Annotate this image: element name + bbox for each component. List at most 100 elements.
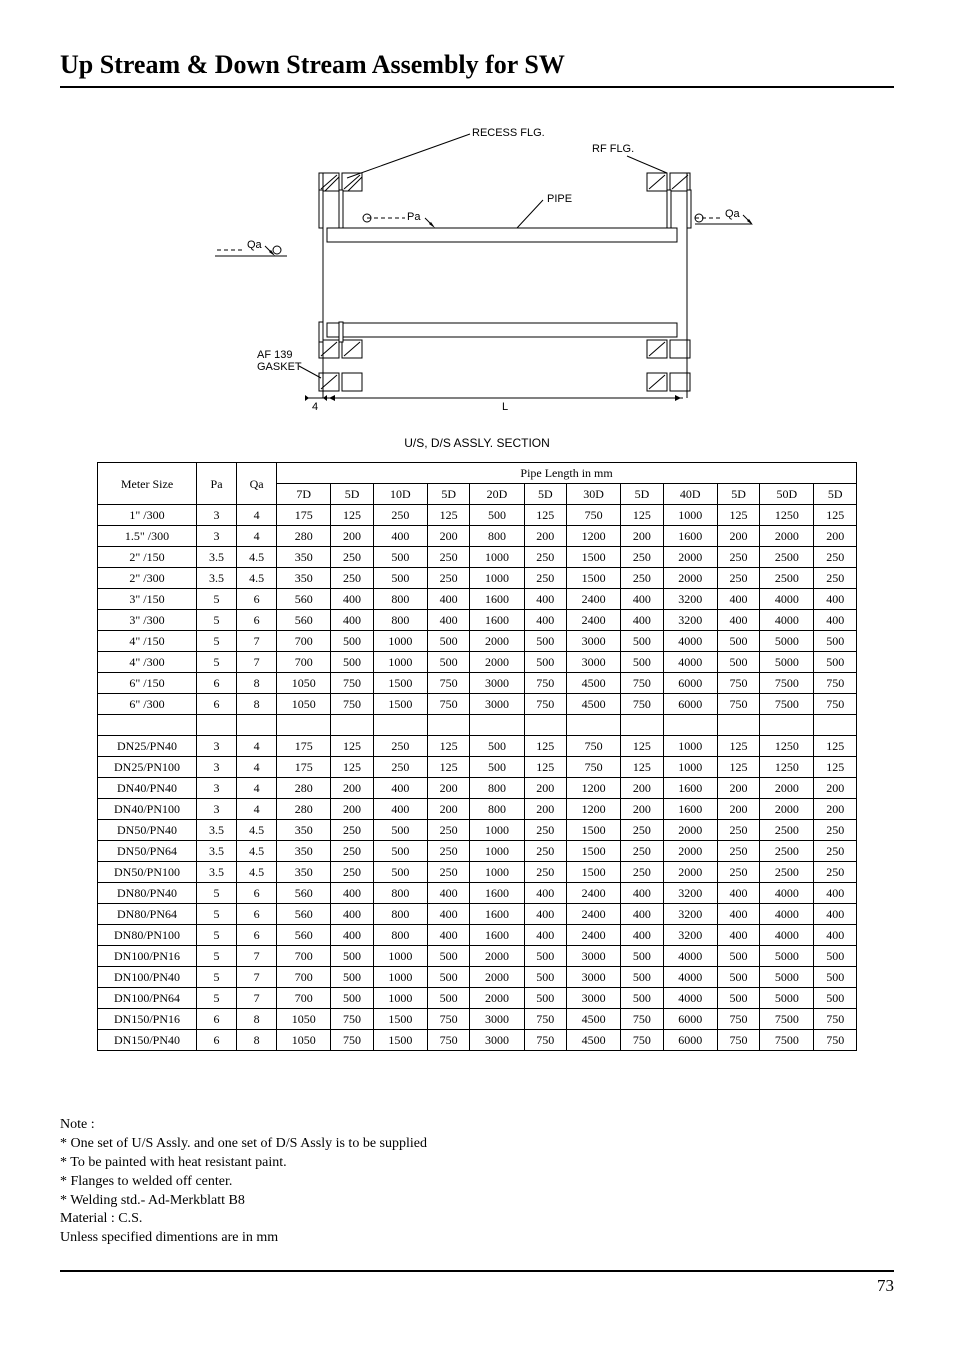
- cell-value: 200: [427, 526, 469, 547]
- cell-value: 250: [524, 862, 566, 883]
- cell-value: 1250: [760, 505, 814, 526]
- cell-value: 3200: [663, 883, 717, 904]
- cell-value: 500: [373, 841, 427, 862]
- cell-value: 3000: [470, 1030, 524, 1051]
- cell-value: 7500: [760, 1030, 814, 1051]
- cell-value: 500: [717, 631, 759, 652]
- cell-value: 2000: [663, 841, 717, 862]
- cell-value: 2000: [470, 967, 524, 988]
- cell-value: 500: [524, 988, 566, 1009]
- cell-value: 200: [524, 526, 566, 547]
- col-meter-size: Meter Size: [98, 463, 197, 505]
- cell-value: 750: [331, 1009, 373, 1030]
- cell-value: 1000: [373, 631, 427, 652]
- cell-value: 280: [277, 778, 331, 799]
- cell-value: 1600: [663, 778, 717, 799]
- cell-value: 3.5: [197, 568, 237, 589]
- cell-value: 350: [277, 820, 331, 841]
- cell-value: 1500: [567, 568, 621, 589]
- cell-value: 400: [427, 883, 469, 904]
- cell-meter-size: DN80/PN64: [98, 904, 197, 925]
- cell-value: 750: [524, 1030, 566, 1051]
- table-row: 2" /3003.54.5350250500250100025015002502…: [98, 568, 857, 589]
- table-row: DN40/PN403428020040020080020012002001600…: [98, 778, 857, 799]
- cell-value: 250: [814, 547, 857, 568]
- cell-value: 5: [197, 967, 237, 988]
- cell-value: 250: [621, 841, 663, 862]
- cell-value: 1000: [373, 988, 427, 1009]
- cell-value: 125: [621, 505, 663, 526]
- col-d-header: 30D: [567, 484, 621, 505]
- cell-value: 500: [717, 946, 759, 967]
- cell-meter-size: 6" /150: [98, 673, 197, 694]
- cell-value: 3.5: [197, 820, 237, 841]
- cell-value: 1200: [567, 778, 621, 799]
- cell-meter-size: DN50/PN40: [98, 820, 197, 841]
- cell-value: 7: [237, 946, 277, 967]
- cell-value: 2000: [760, 526, 814, 547]
- cell-value: 500: [814, 631, 857, 652]
- col-d-header: 5D: [717, 484, 759, 505]
- cell-value: 125: [524, 505, 566, 526]
- cell-value: 750: [567, 736, 621, 757]
- diagram-caption: U/S, D/S ASSLY. SECTION: [60, 436, 894, 450]
- cell-value: 3: [197, 736, 237, 757]
- cell-value: 500: [524, 967, 566, 988]
- cell-value: 2000: [470, 631, 524, 652]
- label-gasket-2: GASKET: [257, 361, 302, 373]
- page-number: 73: [877, 1276, 894, 1295]
- cell-value: 1500: [373, 673, 427, 694]
- page-title: Up Stream & Down Stream Assembly for SW: [60, 50, 894, 88]
- cell-value: 250: [717, 841, 759, 862]
- cell-value: 5000: [760, 988, 814, 1009]
- table-row: DN50/PN1003.54.5350250500250100025015002…: [98, 862, 857, 883]
- cell-value: 4000: [663, 652, 717, 673]
- cell-value: 400: [373, 778, 427, 799]
- cell-value: 500: [373, 547, 427, 568]
- cell-value: 400: [524, 610, 566, 631]
- cell-value: 2000: [663, 862, 717, 883]
- cell-value: 250: [814, 862, 857, 883]
- cell-value: 125: [427, 505, 469, 526]
- table-row: 6" /300681050750150075030007504500750600…: [98, 694, 857, 715]
- col-d-header: 50D: [760, 484, 814, 505]
- cell-meter-size: DN100/PN64: [98, 988, 197, 1009]
- cell-value: 125: [621, 736, 663, 757]
- note-line: * Welding std.- Ad-Merkblatt B8: [60, 1192, 894, 1211]
- cell-value: 3000: [567, 631, 621, 652]
- cell-value: 250: [814, 841, 857, 862]
- cell-value: 1050: [277, 1009, 331, 1030]
- note-line: * To be painted with heat resistant pain…: [60, 1154, 894, 1173]
- cell-meter-size: DN40/PN40: [98, 778, 197, 799]
- label-pa: Pa: [407, 211, 421, 223]
- cell-meter-size: DN150/PN16: [98, 1009, 197, 1030]
- table-row: 4" /300577005001000500200050030005004000…: [98, 652, 857, 673]
- cell-value: 3000: [567, 967, 621, 988]
- cell-value: 750: [814, 673, 857, 694]
- cell-value: 5000: [760, 946, 814, 967]
- cell-value: 250: [331, 841, 373, 862]
- cell-value: 400: [427, 925, 469, 946]
- cell-value: 200: [621, 526, 663, 547]
- cell-value: 7500: [760, 1009, 814, 1030]
- cell-value: 400: [524, 925, 566, 946]
- cell-value: 8: [237, 1009, 277, 1030]
- cell-value: 7: [237, 631, 277, 652]
- cell-value: 500: [470, 505, 524, 526]
- cell-value: 125: [331, 505, 373, 526]
- cell-value: 3000: [567, 988, 621, 1009]
- cell-value: 6: [237, 925, 277, 946]
- cell-value: 250: [717, 862, 759, 883]
- cell-value: 750: [621, 1030, 663, 1051]
- cell-value: 400: [427, 610, 469, 631]
- cell-value: 1600: [470, 904, 524, 925]
- cell-value: 125: [331, 757, 373, 778]
- cell-value: 500: [814, 988, 857, 1009]
- cell-value: 4: [237, 736, 277, 757]
- col-pa: Pa: [197, 463, 237, 505]
- cell-value: 125: [524, 736, 566, 757]
- cell-value: 5: [197, 610, 237, 631]
- table-row: 4" /150577005001000500200050030005004000…: [98, 631, 857, 652]
- cell-value: 400: [373, 799, 427, 820]
- label-qa-left: Qa: [247, 239, 263, 251]
